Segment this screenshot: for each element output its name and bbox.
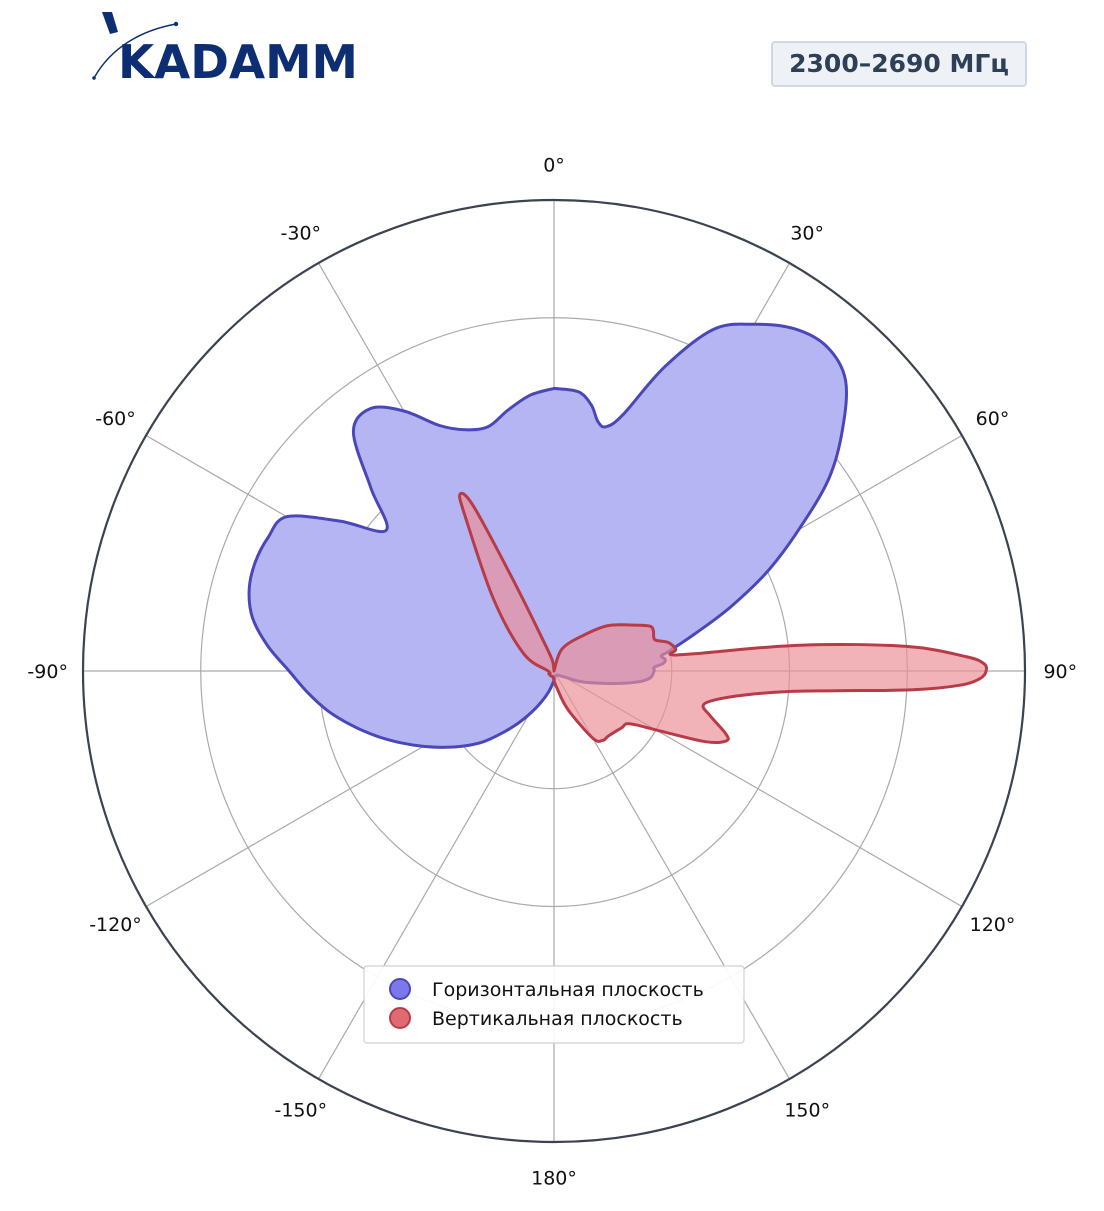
outer-ring-layer xyxy=(81,198,1027,1144)
legend-box xyxy=(363,965,745,1044)
outer-ring xyxy=(81,198,1027,1144)
angle-tick-label: -120° xyxy=(89,914,142,936)
series-layer xyxy=(247,322,988,749)
series-vertical xyxy=(458,491,988,745)
logo-swoosh-icon xyxy=(93,23,177,79)
angle-tick-label: 30° xyxy=(790,223,824,245)
angle-tick-label: 90° xyxy=(1043,661,1077,683)
angle-tick-label: 180° xyxy=(531,1167,577,1189)
angle-tick-label: 60° xyxy=(976,408,1010,430)
angle-tick-label: -150° xyxy=(274,1100,327,1122)
legend: Горизонтальная плоскость Вертикальная пло… xyxy=(363,965,745,1044)
logo-flag-icon xyxy=(102,12,118,34)
angle-tick-label: -60° xyxy=(95,408,136,430)
legend-marker xyxy=(389,978,411,1000)
legend-marker xyxy=(389,1007,411,1029)
angle-tick-label: -90° xyxy=(27,661,68,683)
angle-tick-label: 150° xyxy=(784,1100,830,1122)
angle-grid-line xyxy=(317,670,555,1080)
angle-tick-label: -30° xyxy=(281,223,322,245)
logo-text: KADAMM xyxy=(118,35,358,88)
logo-dot-icon xyxy=(173,21,179,27)
angle-tick-labels: 0° 30° 60° 90° 120° 150° 180° -150° -120° -90° -60… xyxy=(27,155,1077,1190)
logo: KADAMM xyxy=(92,12,358,88)
logo-dot-icon xyxy=(92,76,96,80)
angle-tick-label: 120° xyxy=(970,914,1016,936)
frequency-badge: 2300–2690 МГц xyxy=(771,41,1027,87)
angle-tick-label: 0° xyxy=(543,155,565,177)
series-horizontal xyxy=(247,322,848,749)
legend-label: Вертикальная плоскость xyxy=(432,1008,683,1030)
legend-label: Горизонтальная плоскость xyxy=(432,979,704,1001)
